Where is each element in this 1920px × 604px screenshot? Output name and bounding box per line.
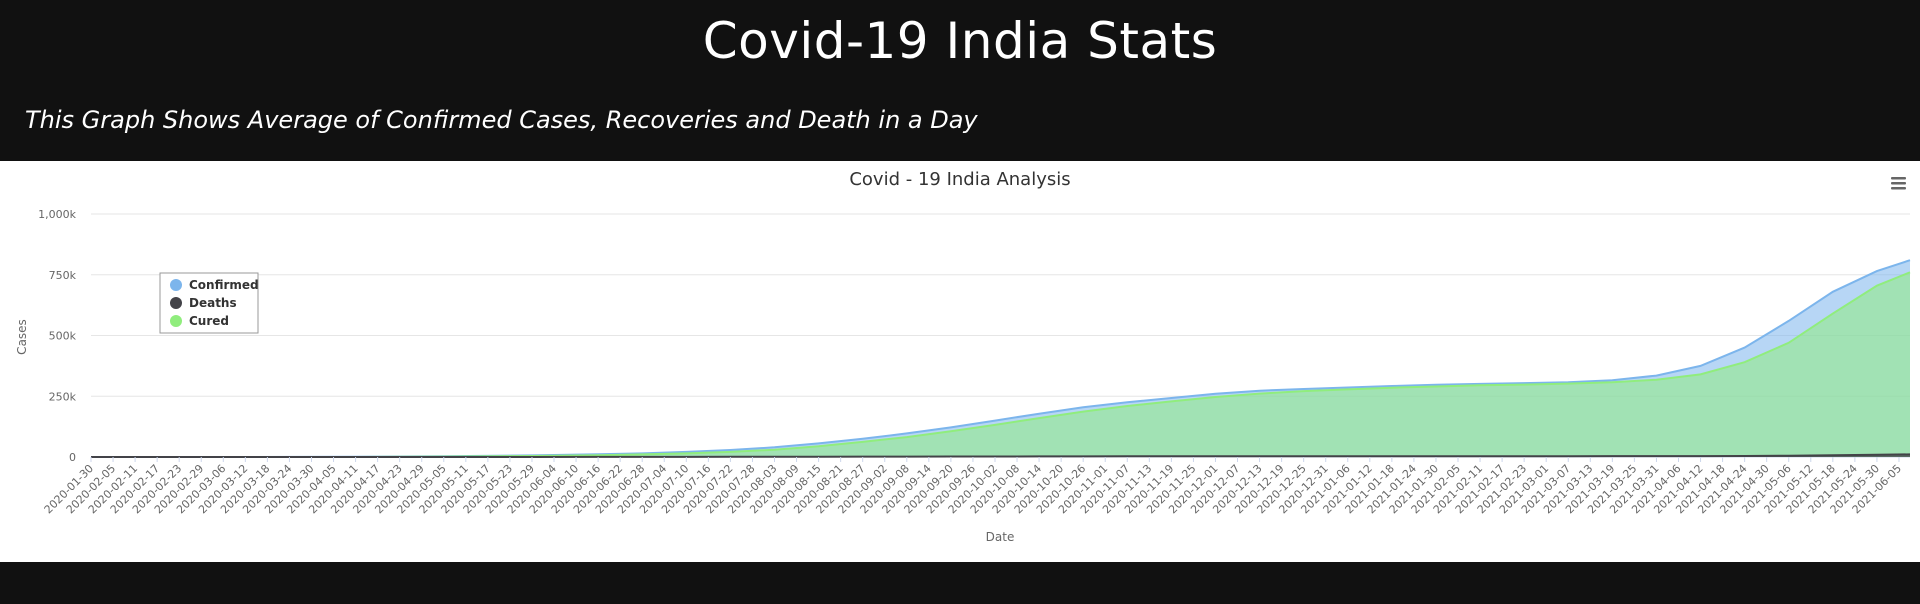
y-tick-labels: 0 250k 500k 750k 1,000k	[38, 208, 76, 464]
legend-label: Confirmed	[189, 278, 259, 292]
y-tick-label: 1,000k	[38, 208, 76, 221]
series-line-deaths	[91, 453, 1911, 458]
chart-legend: Confirmed Deaths Cured	[159, 272, 259, 334]
legend-marker	[170, 315, 182, 327]
series-line-cured	[91, 271, 1911, 458]
y-tick-label: 250k	[49, 390, 77, 403]
chart-title: Covid - 19 India Analysis	[849, 169, 1070, 190]
page-header: Covid-19 India Stats This Graph Shows Av…	[0, 0, 1920, 161]
page-footer	[0, 562, 1920, 604]
chart-panel: Covid - 19 India Analysis 0 250k 500k 750k 1…	[0, 161, 1920, 562]
page-title: Covid-19 India Stats	[702, 12, 1218, 70]
y-axis-label: Cases	[15, 319, 29, 355]
legend-marker	[170, 279, 182, 291]
series-area-cured	[91, 272, 1910, 457]
legend-item-confirmed[interactable]: Confirmed	[170, 278, 259, 292]
series-areas	[91, 259, 1911, 458]
legend-marker	[170, 297, 182, 309]
y-tick-label: 0	[69, 451, 76, 464]
x-axis-label: Date	[986, 530, 1015, 544]
chart-menu-button[interactable]	[1886, 173, 1910, 195]
hamburger-menu-icon	[1891, 177, 1906, 190]
legend-item-deaths[interactable]: Deaths	[170, 296, 237, 310]
y-tick-label: 750k	[49, 269, 77, 282]
legend-label: Cured	[189, 314, 229, 328]
page-subtitle: This Graph Shows Average of Confirmed Ca…	[25, 106, 978, 134]
legend-item-cured[interactable]: Cured	[170, 314, 229, 328]
legend-label: Deaths	[189, 296, 237, 310]
area-chart: Covid - 19 India Analysis 0 250k 500k 750k 1…	[15, 169, 1911, 544]
y-tick-label: 500k	[49, 330, 77, 343]
x-tick-labels: 2020-01-302020-02-052020-02-112020-02-17…	[42, 457, 1904, 516]
